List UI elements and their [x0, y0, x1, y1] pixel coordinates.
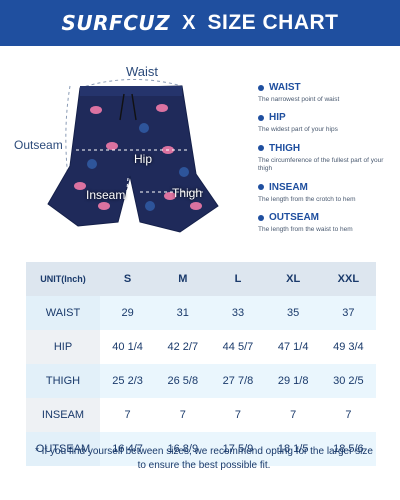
bullet-icon: [258, 214, 264, 221]
legend-item: THIGH The circumference of the fullest p…: [258, 143, 398, 174]
shorts-illustration: Waist Outseam Hip Inseam Thigh: [0, 46, 250, 256]
fit-note: * If you find yourself between sizes, we…: [35, 446, 373, 471]
legend-item: WAIST The narrowest point of waist: [258, 82, 398, 104]
table-row: THIGH 25 2/3 26 5/8 27 7/8 29 1/8 30 2/5: [26, 364, 376, 398]
page-title: SIZE CHART: [207, 11, 339, 34]
row-label: INSEAM: [26, 398, 100, 432]
bullet-icon: [258, 114, 264, 121]
hip-label: Hip: [134, 152, 153, 166]
bullet-icon: [258, 145, 264, 152]
legend-desc: The narrowest point of waist: [258, 96, 340, 103]
table-cell: 44 5/7: [210, 330, 266, 364]
header-banner: SURFCUZ X SIZE CHART: [0, 0, 400, 46]
legend-term: INSEAM: [269, 181, 308, 193]
row-label: THIGH: [26, 364, 100, 398]
header-separator: X: [182, 11, 196, 34]
legend-item: HIP The widest part of your hips: [258, 112, 398, 134]
table-row: HIP 40 1/4 42 2/7 44 5/7 47 1/4 49 3/4: [26, 330, 376, 364]
table-cell: 30 2/5: [320, 364, 376, 398]
table-cell: 40 1/4: [100, 330, 156, 364]
table-cell: 7: [210, 398, 266, 432]
table-cell: 37: [320, 296, 376, 330]
table-cell: 27 7/8: [210, 364, 266, 398]
unit-header: UNIT(Inch): [26, 262, 100, 296]
inseam-label: Inseam: [86, 188, 126, 202]
shorts-drawing: [47, 78, 219, 233]
legend-term: OUTSEAM: [269, 212, 319, 224]
size-header: L: [210, 262, 266, 296]
table-cell: 7: [320, 398, 376, 432]
measurement-legend: WAIST The narrowest point of waist HIP T…: [258, 82, 398, 243]
legend-desc: The length from the waist to hem: [258, 226, 353, 234]
outseam-label: Outseam: [14, 138, 63, 152]
legend-term: HIP: [269, 112, 286, 124]
brand-logo: SURFCUZ: [61, 11, 171, 35]
table-header-row: UNIT(Inch) S M L XL XXL: [26, 262, 376, 296]
table-row: OUTSEAM 16 4/7 16 8/9 17 5/9 18 1/5 18 5…: [26, 432, 376, 466]
table-cell: 29 1/8: [265, 364, 321, 398]
table-row: INSEAM 7 7 7 7 7: [26, 398, 376, 432]
legend-desc: The widest part of your hips: [258, 126, 338, 134]
waist-label: Waist: [126, 64, 159, 79]
table-cell: 7: [100, 398, 156, 432]
table-cell: 25 2/3: [100, 364, 156, 398]
size-header: M: [155, 262, 211, 296]
table-cell: 17 5/9: [210, 432, 266, 466]
bullet-icon: [258, 184, 264, 191]
row-label: OUTSEAM: [26, 432, 100, 466]
bullet-icon: [258, 84, 264, 91]
table-cell: 26 5/8: [155, 364, 211, 398]
table-cell: 16 4/7: [100, 432, 156, 466]
table-cell: 42 2/7: [155, 330, 211, 364]
table-cell: 49 3/4: [320, 330, 376, 364]
row-label: WAIST: [26, 296, 100, 330]
table-cell: 31: [155, 296, 211, 330]
table-row: WAIST 29 31 33 35 37: [26, 296, 376, 330]
size-header: XXL: [320, 262, 376, 296]
table-cell: 18 1/5: [265, 432, 321, 466]
legend-term: WAIST: [269, 82, 301, 93]
table-cell: 18 5/6: [320, 432, 376, 466]
legend-term: THIGH: [269, 142, 301, 154]
size-header: XL: [265, 262, 321, 296]
legend-desc: The length from the crotch to hem: [258, 195, 356, 203]
table-cell: 33: [210, 296, 266, 330]
row-label: HIP: [26, 330, 100, 364]
thigh-label: Thigh: [172, 186, 203, 200]
legend-item: INSEAM The length from the crotch to hem: [258, 182, 398, 204]
table-cell: 47 1/4: [265, 330, 321, 364]
size-table: UNIT(Inch) S M L XL XXL WAIST 29 31 33 3…: [26, 262, 376, 466]
table-cell: 7: [265, 398, 321, 432]
legend-desc: The circumference of the fullest part of…: [258, 156, 384, 173]
legend-item: OUTSEAM The length from the waist to hem: [258, 212, 398, 234]
size-header: S: [100, 262, 156, 296]
table-cell: 35: [265, 296, 321, 330]
table-cell: 29: [100, 296, 156, 330]
table-cell: 7: [155, 398, 211, 432]
table-cell: 16 8/9: [155, 432, 211, 466]
